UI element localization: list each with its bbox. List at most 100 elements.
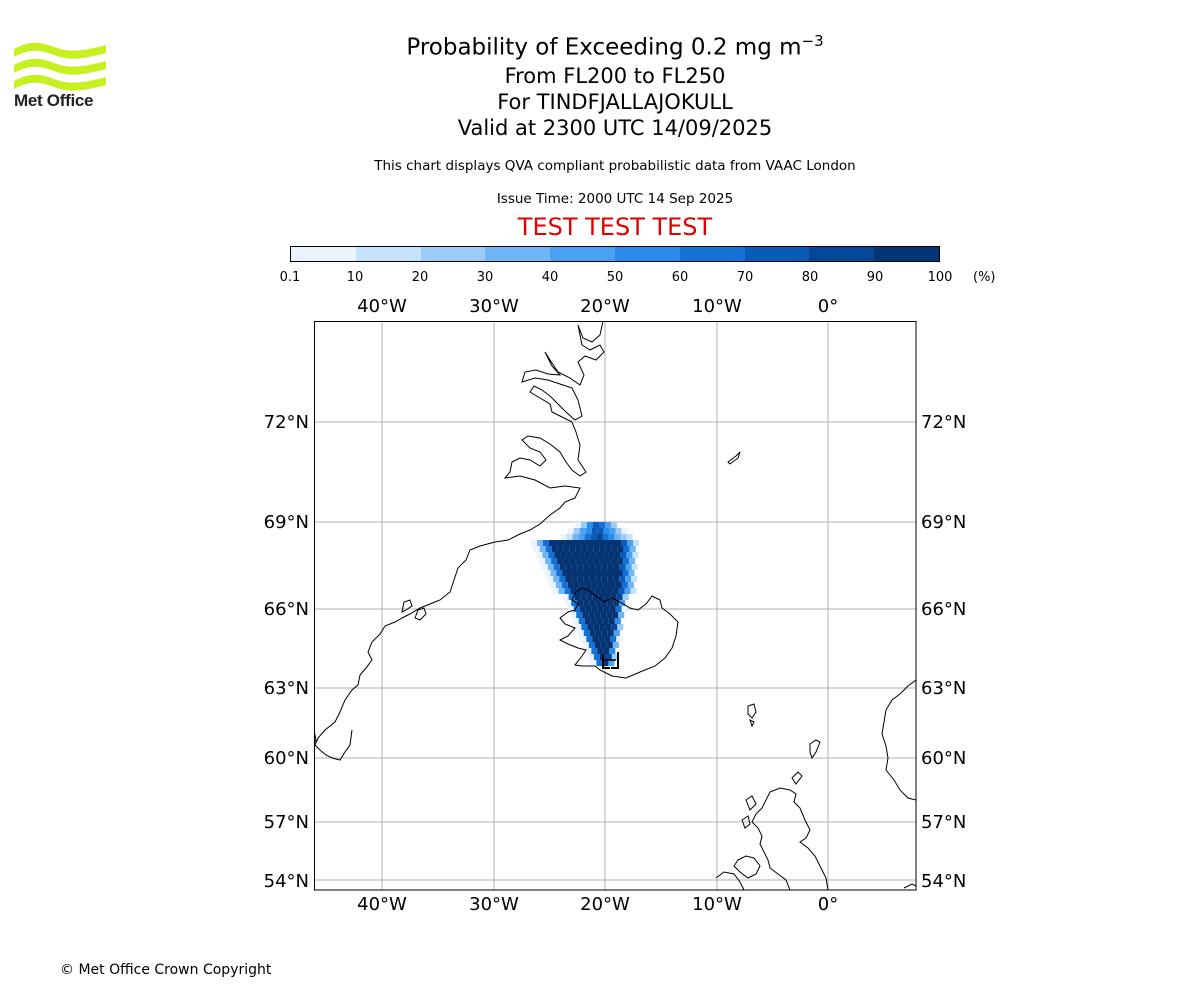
plume-cell (619, 576, 626, 582)
lat-label-left: 72°N (264, 412, 309, 433)
plume-cell (585, 540, 591, 546)
plume-cell (575, 624, 582, 630)
plume-cell (584, 534, 591, 540)
plume-cell (619, 564, 626, 570)
lon-label-top: 20°W (580, 296, 630, 317)
lon-label-top: 40°W (357, 296, 407, 317)
lat-label-right: 57°N (921, 812, 966, 833)
colorbar-tick-label: 50 (606, 270, 624, 285)
plume-cell (614, 552, 621, 558)
plume-cell (580, 636, 587, 642)
plume-cell (612, 588, 619, 594)
lon-label-bottom: 0° (818, 894, 838, 915)
plume-cell (602, 660, 609, 666)
plume-cell (545, 558, 552, 564)
plume-cell (621, 582, 628, 588)
plume-cell (613, 600, 620, 606)
logo-wordmark: Met Office (14, 91, 94, 110)
colorbar-segment (420, 247, 486, 261)
plume-cell (561, 582, 568, 588)
faroe-islands-coast (747, 703, 757, 728)
colorbar-segment (679, 247, 745, 261)
plume-cell (606, 588, 613, 594)
plume-cell (579, 540, 585, 546)
plume-cell (608, 618, 615, 624)
plume-cell (547, 576, 554, 582)
plume-cell (549, 540, 555, 546)
lat-label-right: 72°N (921, 412, 966, 433)
plume-cell (621, 540, 627, 546)
plume-cell (567, 606, 574, 612)
plume-cell (571, 576, 578, 582)
colorbar-segment (355, 247, 421, 261)
plume-cell (632, 552, 639, 558)
plume-cell (547, 564, 554, 570)
plume-cell (582, 588, 589, 594)
iceland-coast (558, 587, 679, 679)
plume-cell (574, 594, 581, 600)
plume-cell (604, 636, 611, 642)
plume-cell (601, 576, 608, 582)
plume-cell (586, 636, 593, 642)
plume-cell (591, 606, 598, 612)
plume-cell (630, 588, 637, 594)
plume-cell (572, 552, 579, 558)
plume-cell (560, 552, 567, 558)
plume-cell (585, 606, 592, 612)
plume-cell (551, 546, 558, 552)
lon-label-bottom: 30°W (469, 894, 519, 915)
colorbar-segment (485, 247, 551, 261)
plume-cell (561, 540, 567, 546)
plume-cell (573, 582, 580, 588)
plume-cell (583, 630, 590, 636)
volcano-name: For TINDFJALLAJOKULL (497, 89, 733, 114)
plume-cell (600, 612, 607, 618)
probability-colorbar (290, 246, 940, 262)
plume-cell (595, 564, 602, 570)
plume-cell (567, 528, 574, 534)
plume-cell (583, 564, 590, 570)
plume-cell (605, 558, 612, 564)
plume-cell (594, 612, 601, 618)
plume-cell (568, 594, 575, 600)
plume-cell (609, 648, 616, 654)
plume-cell (575, 546, 582, 552)
plume-cell (603, 528, 610, 534)
plume-cell (603, 582, 610, 588)
plume-cell (583, 576, 590, 582)
plume-cell (628, 570, 635, 576)
plume-cell (606, 642, 613, 648)
copyright-notice: © Met Office Crown Copyright (60, 962, 272, 978)
plume-cell (596, 618, 603, 624)
plume-cell (603, 540, 609, 546)
plume-cell (571, 600, 578, 606)
plume-cell (599, 624, 606, 630)
plume-cell (609, 606, 616, 612)
lat-label-right: 54°N (921, 871, 966, 892)
plume-cell (569, 546, 576, 552)
colorbar-tick-label: 10 (346, 270, 364, 285)
plume-cell (579, 606, 586, 612)
greenland-coast (314, 321, 605, 761)
lat-label-left: 54°N (264, 871, 309, 892)
flight-level-range: From FL200 to FL250 (504, 63, 726, 88)
plume-cell (593, 654, 600, 660)
plume-cell (584, 552, 591, 558)
plume-cell (604, 570, 611, 576)
plume-cell (602, 618, 609, 624)
plume-cell (615, 540, 621, 546)
plume-cell (625, 576, 632, 582)
plume-cell (587, 624, 594, 630)
plume-cell (617, 558, 624, 564)
plume-cell (563, 546, 570, 552)
lat-label-right: 66°N (921, 599, 966, 620)
plume-cell (581, 624, 588, 630)
plume-cell (571, 564, 578, 570)
plume-cell (608, 534, 615, 540)
plume-cell (598, 636, 605, 642)
plume-cell (570, 612, 577, 618)
plume-cell (605, 546, 612, 552)
plume-cell (543, 540, 549, 546)
plume-cell (609, 582, 616, 588)
